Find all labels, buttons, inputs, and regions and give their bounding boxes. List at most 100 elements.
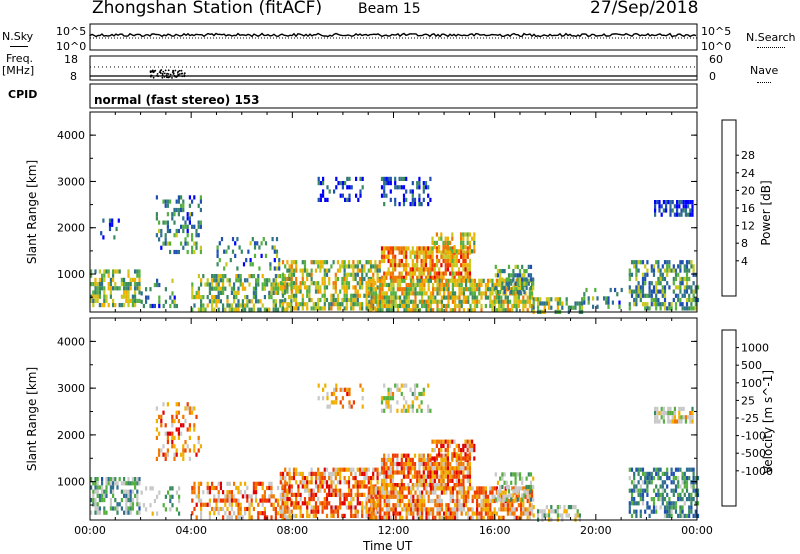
range-cell (671, 208, 674, 213)
range-cell (385, 299, 388, 304)
range-cell (358, 467, 362, 472)
range-cell (378, 260, 381, 265)
range-cell (112, 489, 115, 494)
range-cell (443, 486, 446, 491)
range-cell (197, 435, 200, 440)
range-cell (290, 293, 293, 298)
range-cell (222, 506, 225, 512)
range-cell (352, 505, 355, 510)
range-cell (323, 297, 326, 303)
range-cell (341, 285, 344, 290)
range-cell (354, 272, 357, 277)
range-cell (630, 492, 634, 497)
range-cell (469, 291, 472, 296)
range-cell (239, 502, 242, 507)
range-cell (383, 176, 386, 181)
range-cell (401, 498, 404, 504)
range-cell (451, 282, 454, 288)
range-cell (692, 480, 695, 485)
range-cell (416, 185, 419, 190)
range-cell (646, 272, 649, 277)
range-cell (502, 503, 505, 508)
range-cell (92, 290, 95, 295)
freq-unit-label: [MHz] (2, 64, 35, 77)
range-cell (391, 258, 395, 264)
freq-dot (167, 73, 170, 75)
range-cell (222, 303, 225, 308)
range-cell (383, 396, 386, 401)
range-cell (380, 193, 384, 198)
range-cell (297, 306, 300, 311)
range-cell (344, 197, 347, 202)
range-cell (367, 293, 370, 298)
range-cell (197, 233, 200, 238)
range-cell (171, 440, 174, 445)
range-cell (449, 486, 452, 491)
range-cell (405, 408, 408, 413)
range-cell (166, 402, 169, 407)
range-cell (333, 400, 336, 405)
range-cell (398, 462, 401, 467)
range-cell (405, 258, 408, 264)
range-cell (368, 308, 371, 313)
range-cell (396, 295, 399, 300)
range-cell (429, 408, 432, 413)
range-cell (414, 282, 417, 288)
range-cell (281, 513, 285, 518)
range-cell (199, 207, 202, 213)
range-cell (436, 278, 439, 283)
range-cell (346, 391, 349, 397)
range-cell (114, 269, 117, 274)
range-cell (385, 466, 388, 471)
range-cell (233, 511, 236, 516)
range-cell (676, 419, 679, 424)
range-cell (387, 474, 390, 479)
range-cell (380, 478, 384, 483)
range-cell (516, 264, 519, 269)
range-cell (696, 501, 700, 506)
range-cell (440, 498, 443, 504)
range-cell (343, 501, 346, 506)
range-cell (435, 483, 439, 488)
range-cell (681, 505, 684, 510)
range-cell (396, 503, 399, 508)
range-cell (438, 515, 441, 520)
range-cell (332, 293, 335, 298)
range-cell (391, 271, 395, 276)
range-cell (306, 268, 309, 273)
range-cell (515, 308, 518, 313)
range-cell (229, 258, 232, 263)
range-cell (501, 285, 504, 290)
range-cell (414, 291, 417, 296)
range-cell (317, 181, 320, 186)
range-cell (427, 246, 430, 251)
range-cell (379, 299, 382, 304)
range-cell (112, 493, 115, 498)
range-cell (683, 476, 686, 481)
range-cell (650, 476, 653, 481)
range-cell (668, 302, 671, 307)
range-cell (356, 297, 359, 303)
range-cell (387, 267, 390, 272)
range-cell (235, 485, 238, 491)
range-cell (466, 448, 469, 453)
range-cell (155, 456, 158, 461)
range-cell (372, 264, 375, 269)
range-cell (510, 472, 513, 477)
range-cell (303, 281, 307, 286)
range-cell (409, 466, 412, 471)
range-cell (440, 439, 443, 444)
range-cell (476, 299, 479, 304)
freq-dot (159, 69, 162, 72)
freq-dot (181, 75, 184, 78)
range-cell (414, 503, 417, 508)
range-cell (321, 293, 324, 298)
range-cell (334, 276, 337, 282)
range-cell (237, 498, 240, 503)
range-cell (516, 281, 519, 286)
range-cell (239, 282, 242, 287)
range-cell (394, 181, 397, 186)
range-cell (114, 282, 117, 287)
range-cell (637, 467, 640, 472)
range-cell (678, 204, 681, 209)
